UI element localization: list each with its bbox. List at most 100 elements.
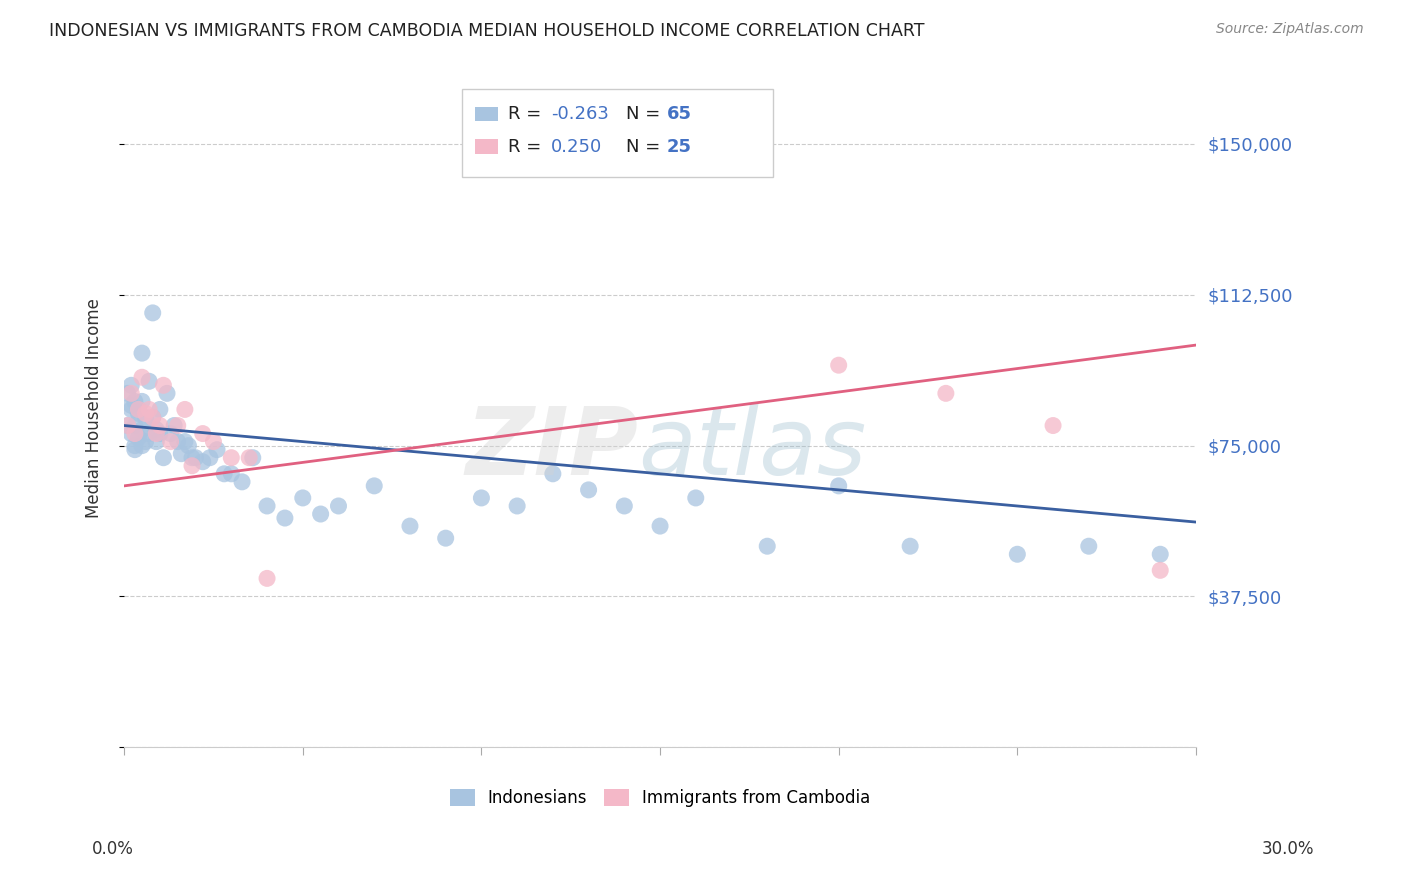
Point	[1007, 547, 1029, 561]
Text: -0.263: -0.263	[551, 105, 609, 123]
Point	[198, 450, 221, 465]
Point	[720, 136, 742, 151]
Point	[131, 439, 153, 453]
Point	[120, 399, 142, 413]
Point	[166, 434, 188, 449]
Text: N =: N =	[626, 105, 666, 123]
Point	[124, 439, 146, 453]
Point	[124, 418, 146, 433]
Point	[181, 458, 204, 473]
Point	[328, 499, 350, 513]
Point	[149, 426, 172, 441]
Point	[127, 402, 149, 417]
Text: ZIP: ZIP	[465, 402, 638, 495]
Point	[256, 571, 278, 585]
Point	[191, 455, 214, 469]
Point	[120, 378, 142, 392]
Point	[131, 394, 153, 409]
Point	[127, 402, 149, 417]
Point	[828, 358, 851, 372]
Point	[309, 507, 332, 521]
Text: atlas: atlas	[638, 403, 868, 494]
Text: N =: N =	[626, 137, 666, 155]
Point	[117, 386, 139, 401]
Point	[131, 370, 153, 384]
Point	[149, 418, 172, 433]
Text: 25: 25	[666, 137, 692, 155]
Point	[1149, 547, 1171, 561]
Point	[828, 479, 851, 493]
Point	[613, 499, 636, 513]
Point	[138, 402, 160, 417]
Text: R =: R =	[508, 137, 547, 155]
Point	[135, 434, 157, 449]
Point	[685, 491, 707, 505]
Point	[256, 499, 278, 513]
Text: INDONESIAN VS IMMIGRANTS FROM CAMBODIA MEDIAN HOUSEHOLD INCOME CORRELATION CHART: INDONESIAN VS IMMIGRANTS FROM CAMBODIA M…	[49, 22, 925, 40]
Point	[135, 407, 157, 421]
Legend: Indonesians, Immigrants from Cambodia: Indonesians, Immigrants from Cambodia	[443, 782, 877, 814]
Point	[120, 386, 142, 401]
Point	[291, 491, 314, 505]
Point	[117, 418, 139, 433]
Point	[756, 539, 779, 553]
Point	[131, 423, 153, 437]
Point	[470, 491, 492, 505]
Point	[1077, 539, 1099, 553]
Point	[166, 418, 188, 433]
Point	[159, 434, 181, 449]
FancyBboxPatch shape	[461, 89, 772, 178]
Point	[1149, 563, 1171, 577]
Point	[149, 402, 172, 417]
Point	[120, 402, 142, 417]
Text: Source: ZipAtlas.com: Source: ZipAtlas.com	[1216, 22, 1364, 37]
Point	[117, 418, 139, 433]
Point	[152, 450, 174, 465]
Point	[124, 426, 146, 441]
Point	[1042, 418, 1064, 433]
Point	[506, 499, 529, 513]
Y-axis label: Median Household Income: Median Household Income	[86, 298, 103, 518]
Point	[142, 410, 165, 425]
Point	[145, 434, 167, 449]
Point	[152, 378, 174, 392]
Point	[238, 450, 260, 465]
Point	[231, 475, 253, 489]
Point	[177, 439, 200, 453]
Point	[120, 426, 142, 441]
Point	[142, 410, 165, 425]
Point	[173, 434, 195, 449]
Point	[127, 431, 149, 445]
Point	[221, 467, 243, 481]
Point	[399, 519, 422, 533]
Point	[163, 418, 186, 433]
FancyBboxPatch shape	[475, 106, 498, 121]
Point	[159, 426, 181, 441]
Point	[138, 374, 160, 388]
Point	[191, 426, 214, 441]
Point	[578, 483, 600, 497]
Point	[142, 306, 165, 320]
Point	[145, 426, 167, 441]
Text: R =: R =	[508, 105, 547, 123]
Point	[181, 450, 204, 465]
Point	[124, 442, 146, 457]
Text: 30.0%: 30.0%	[1263, 840, 1315, 858]
Point	[205, 442, 228, 457]
Point	[170, 447, 193, 461]
Text: 0.250: 0.250	[551, 137, 602, 155]
Point	[131, 346, 153, 360]
Point	[363, 479, 385, 493]
Point	[212, 467, 235, 481]
Point	[145, 423, 167, 437]
Point	[935, 386, 957, 401]
Point	[541, 467, 564, 481]
Point	[127, 407, 149, 421]
Text: 0.0%: 0.0%	[91, 840, 134, 858]
Point	[898, 539, 921, 553]
Point	[434, 531, 457, 545]
Point	[184, 450, 207, 465]
Point	[173, 402, 195, 417]
Point	[135, 410, 157, 425]
Point	[156, 386, 179, 401]
